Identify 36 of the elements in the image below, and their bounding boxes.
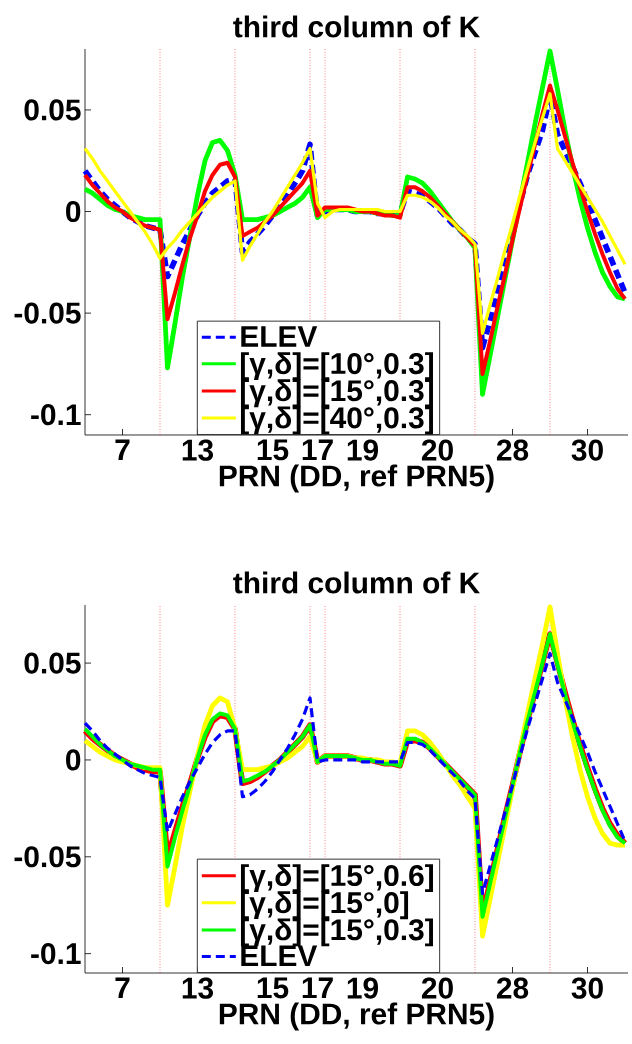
x-tick-label: 17 — [302, 439, 333, 461]
x-tick-label: 28 — [496, 439, 529, 461]
y-tick-label: 0 — [66, 749, 81, 771]
y-tick-label: -0.05 — [14, 846, 81, 868]
legend-label: [γ,δ]=[15°,0.3] — [240, 379, 433, 408]
x-tick-label: 28 — [496, 977, 529, 999]
x-tick-label: 19 — [347, 439, 379, 461]
legend-label: [γ,δ]=[15°,0.3] — [240, 918, 433, 947]
y-tick-label: 0.05 — [24, 99, 81, 121]
y-tick-label: -0.1 — [31, 404, 81, 426]
y-tick-label: 0.05 — [24, 652, 81, 674]
legend-label: [γ,δ]=[10°,0.3] — [240, 352, 433, 381]
chart-title: third column of K — [233, 571, 480, 594]
x-tick-label: 19 — [347, 977, 379, 999]
legend-label: ELEV — [241, 326, 318, 347]
x-axis-title: PRN (DD, ref PRN5) — [219, 464, 494, 493]
x-tick-label: 7 — [115, 439, 130, 461]
chart-title: third column of K — [233, 15, 480, 38]
x-tick-label: 15 — [257, 439, 289, 461]
legend-label: [γ,δ]=[15°,0] — [240, 891, 409, 920]
x-tick-label: 20 — [421, 439, 453, 461]
x-tick-label: 13 — [182, 439, 214, 461]
x-tick-label: 30 — [571, 977, 603, 999]
y-tick-label: -0.05 — [14, 302, 81, 324]
x-tick-label: 15 — [257, 977, 289, 999]
y-tick-label: -0.1 — [31, 943, 81, 965]
x-axis-title: PRN (DD, ref PRN5) — [219, 1002, 494, 1031]
x-tick-label: 30 — [571, 439, 603, 461]
x-tick-label: 7 — [115, 977, 130, 999]
legend-label: ELEV — [241, 945, 318, 967]
x-tick-label: 20 — [421, 977, 453, 999]
legend-label: [γ,δ]=[40°,0.3] — [240, 406, 433, 435]
x-tick-label: 17 — [302, 977, 333, 999]
y-tick-label: 0 — [66, 200, 81, 223]
legend-label: [γ,δ]=[15°,0.6] — [240, 864, 433, 892]
x-tick-label: 13 — [182, 977, 214, 999]
